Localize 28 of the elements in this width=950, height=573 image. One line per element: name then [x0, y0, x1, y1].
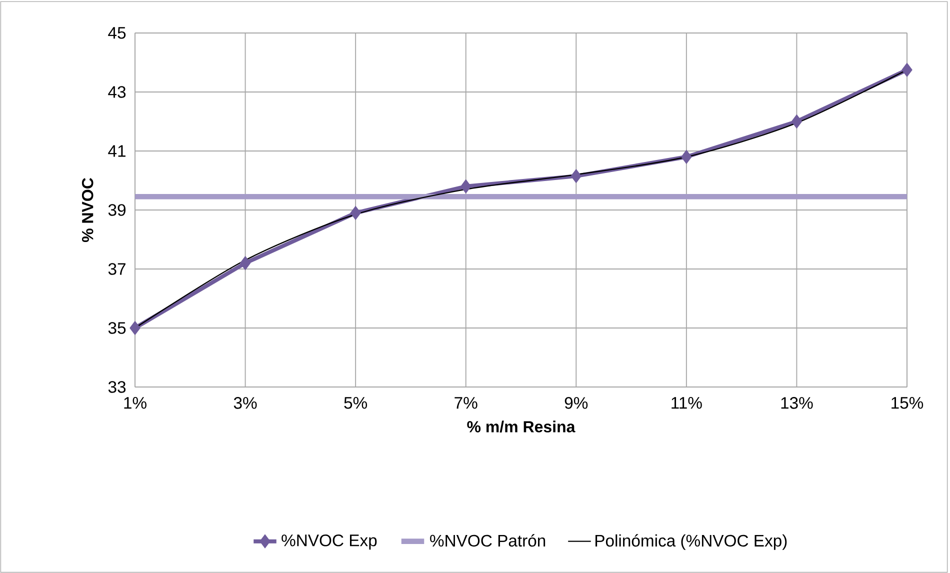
point	[902, 62, 912, 77]
y-tick-label: 35	[108, 322, 126, 334]
y-tick-label: 39	[108, 204, 126, 216]
point	[791, 114, 802, 128]
x-axis-title: % m/m Resina	[467, 420, 576, 433]
point	[570, 169, 582, 184]
x-tick-label: 3%	[234, 397, 257, 409]
legend-label: %NVOC Exp	[282, 534, 377, 550]
point	[130, 320, 140, 335]
x-tick-label: 9%	[564, 397, 588, 409]
x-tick-label: 5%	[344, 397, 368, 409]
x-tick-label: 15%	[892, 397, 924, 409]
x-tick-label: 13%	[781, 397, 813, 409]
x-tick-label: 1%	[124, 397, 146, 409]
point	[240, 256, 251, 270]
y-tick-label: 43	[108, 86, 126, 98]
y-tick-label: 41	[108, 145, 126, 157]
x-tick-label: 11%	[672, 397, 702, 409]
point	[460, 179, 472, 194]
y-tick-label: 33	[108, 381, 126, 393]
legend-label: %NVOC Patrón	[430, 534, 546, 547]
point	[350, 206, 361, 220]
x-tick-label: 7%	[454, 397, 478, 409]
y-tick-label: 37	[108, 263, 126, 275]
y-tick-label: 45	[108, 27, 126, 39]
y-axis-title: % NVOC	[82, 178, 94, 242]
legend-label: Polinómica (%NVOC Exp)	[595, 534, 787, 550]
point	[681, 150, 692, 164]
